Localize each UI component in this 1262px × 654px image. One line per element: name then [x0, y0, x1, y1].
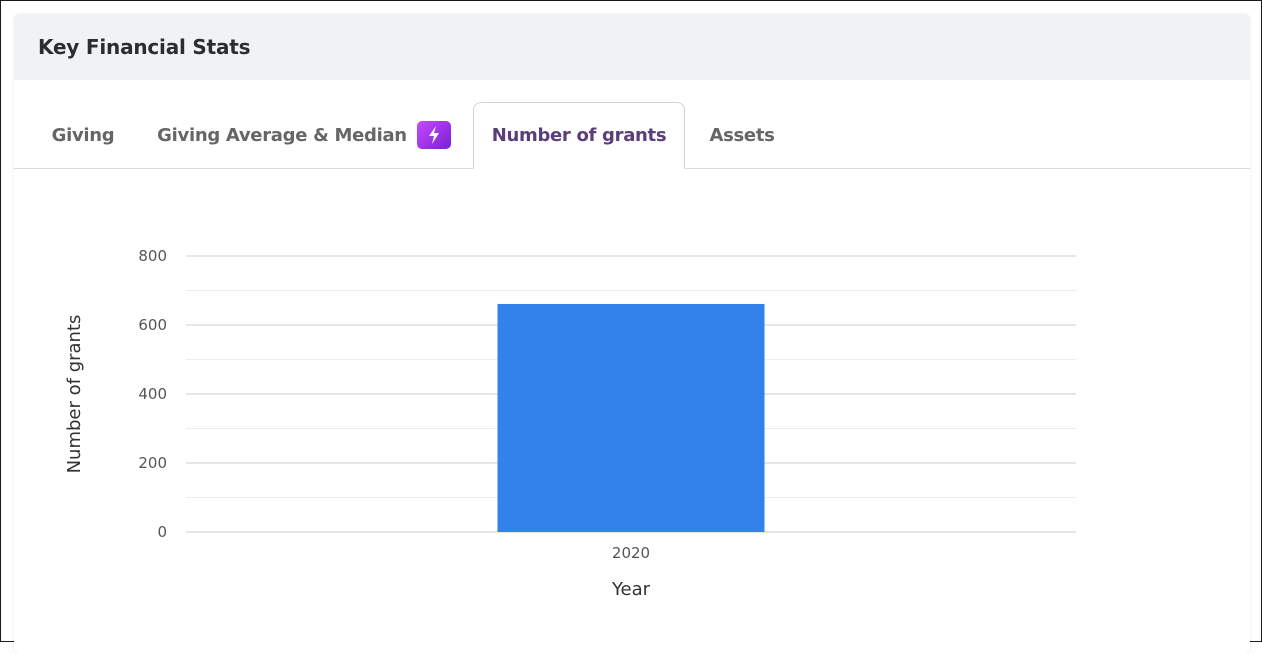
card-header: Key Financial Stats	[14, 14, 1250, 80]
bar-2020	[497, 303, 765, 532]
x-axis-title: Year	[611, 579, 651, 600]
tab-giving[interactable]: Giving	[36, 102, 130, 168]
tab-label: Giving	[51, 124, 115, 146]
y-tick-label: 400	[138, 385, 167, 403]
tab-assets[interactable]: Assets	[698, 102, 786, 168]
y-tick-label: 600	[138, 316, 167, 334]
tab-label: Assets	[709, 124, 775, 146]
y-axis-title: Number of grants	[64, 315, 85, 474]
lightning-bolt-icon	[416, 121, 451, 149]
tab-bar: Giving Giving Average & Median Number of…	[14, 80, 1250, 169]
chart-container: 0 200 400 600 800 2020 Year Number of grants	[14, 168, 1250, 654]
y-tick-label: 0	[157, 523, 167, 541]
key-financial-stats-card: Key Financial Stats Giving Giving Averag…	[14, 14, 1250, 654]
card-title: Key Financial Stats	[38, 35, 251, 59]
tab-label: Giving Average & Median	[157, 124, 407, 146]
tab-number-of-grants[interactable]: Number of grants	[473, 102, 685, 169]
bar-chart: 0 200 400 600 800 2020 Year Number of grants	[64, 247, 1076, 600]
tab-label: Number of grants	[491, 125, 667, 146]
x-tick-label: 2020	[612, 544, 650, 562]
y-tick-label: 200	[138, 454, 167, 472]
y-tick-label: 800	[138, 247, 167, 265]
tab-giving-average-median[interactable]: Giving Average & Median	[154, 102, 454, 168]
